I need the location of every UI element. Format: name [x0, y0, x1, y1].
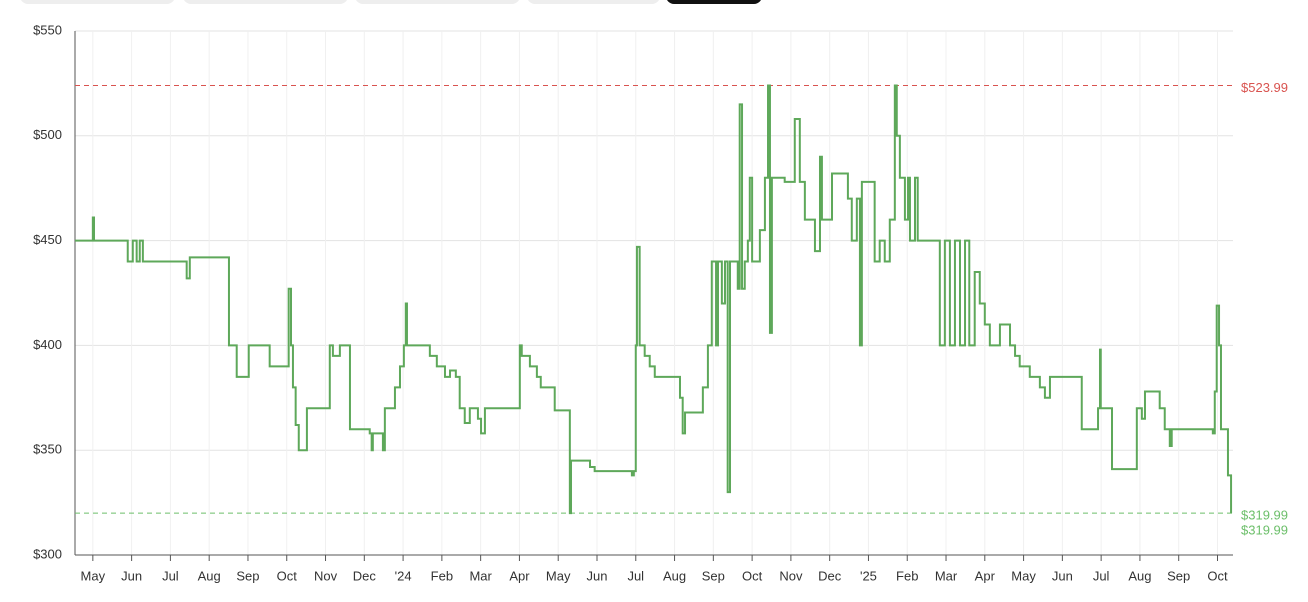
- x-tick-label: Oct: [742, 568, 763, 583]
- price-line: [75, 84, 1233, 515]
- x-tick-label: May: [1011, 568, 1036, 583]
- x-tick-label: Sep: [236, 568, 259, 583]
- y-tick-label: $400: [33, 337, 62, 352]
- x-tick-label: Dec: [353, 568, 377, 583]
- x-tick-label: Jul: [627, 568, 644, 583]
- x-tick-label: May: [546, 568, 571, 583]
- x-tick-label: Feb: [896, 568, 918, 583]
- x-tick-label: Mar: [469, 568, 492, 583]
- x-tick-label: Feb: [431, 568, 453, 583]
- y-tick-label: $450: [33, 232, 62, 247]
- y-tick-label: $550: [33, 22, 62, 37]
- tab[interactable]: [183, 0, 348, 4]
- tab-active[interactable]: [666, 0, 762, 4]
- range-tabs: [20, 0, 762, 4]
- reference-label: $523.99: [1241, 80, 1288, 95]
- y-tick-label: $350: [33, 442, 62, 457]
- x-tick-label: Mar: [935, 568, 958, 583]
- tab[interactable]: [527, 0, 660, 4]
- x-tick-label: Aug: [198, 568, 221, 583]
- current-price-label: $319.99: [1241, 523, 1288, 538]
- y-tick-label: $500: [33, 127, 62, 142]
- x-tick-label: Jul: [1093, 568, 1110, 583]
- x-tick-label: Jun: [587, 568, 608, 583]
- x-tick-label: May: [81, 568, 106, 583]
- x-tick-label: Nov: [779, 568, 803, 583]
- tab[interactable]: [20, 0, 175, 4]
- x-tick-label: Jul: [162, 568, 179, 583]
- x-tick-label: Aug: [663, 568, 686, 583]
- x-tick-label: Nov: [314, 568, 338, 583]
- x-tick-label: '24: [395, 568, 412, 583]
- reference-label: $319.99: [1241, 508, 1288, 523]
- x-tick-label: Jun: [1052, 568, 1073, 583]
- tab[interactable]: [355, 0, 520, 4]
- y-tick-label: $300: [33, 546, 62, 561]
- x-tick-label: Jun: [121, 568, 142, 583]
- x-tick-label: Apr: [509, 568, 530, 583]
- x-tick-label: Oct: [277, 568, 298, 583]
- x-tick-label: Dec: [818, 568, 842, 583]
- x-tick-label: Sep: [1167, 568, 1190, 583]
- x-tick-label: Aug: [1128, 568, 1151, 583]
- x-tick-label: Sep: [702, 568, 725, 583]
- x-tick-label: Oct: [1207, 568, 1228, 583]
- x-tick-label: '25: [860, 568, 877, 583]
- x-tick-label: Apr: [975, 568, 996, 583]
